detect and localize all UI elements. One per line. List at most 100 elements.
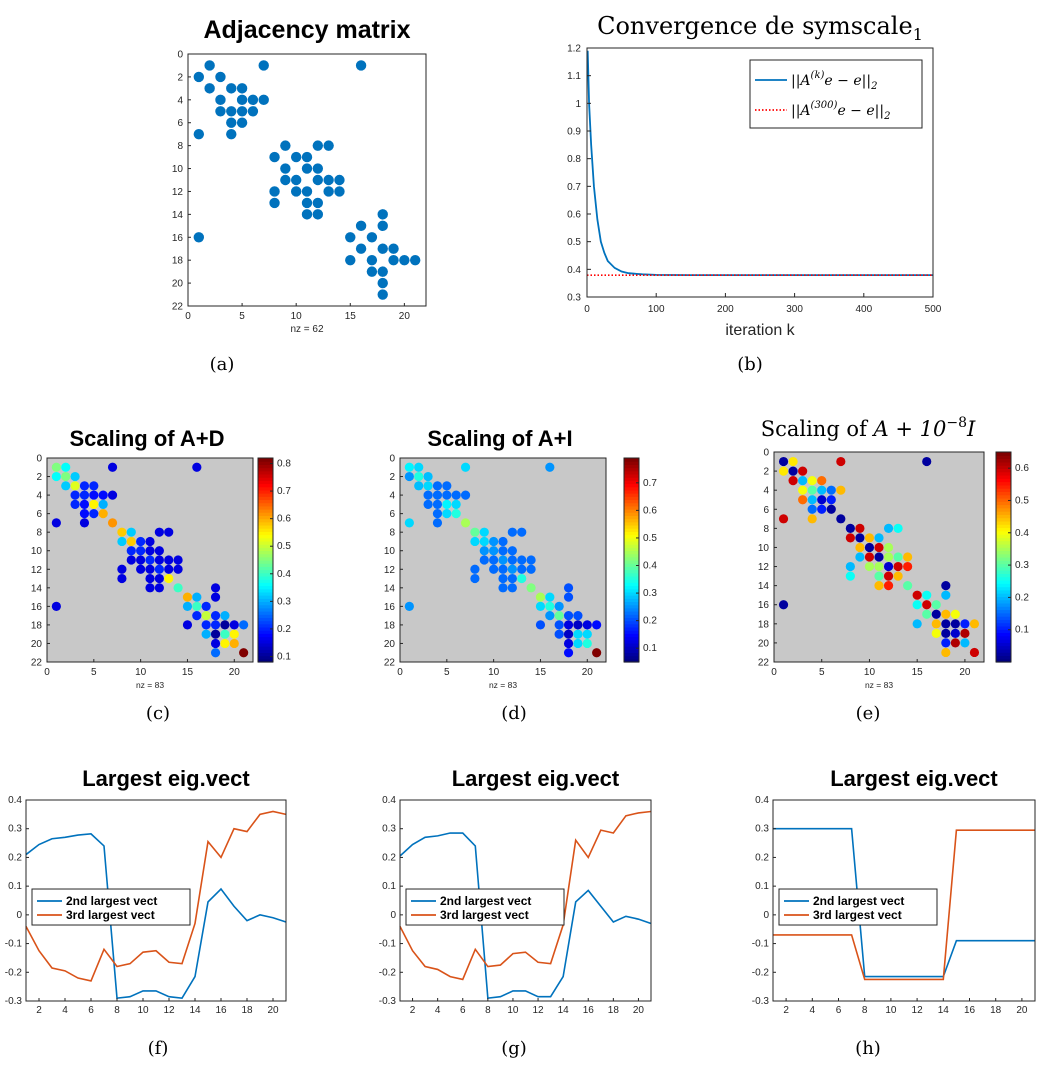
g-ytick-label-3: 0 [390, 910, 396, 921]
c-entry-60 [192, 592, 202, 602]
e-colorbar-step-15 [996, 609, 1011, 614]
d-entry-38 [498, 536, 508, 547]
c-entry-76 [210, 648, 221, 658]
d-title: Scaling of A+I [427, 426, 572, 451]
d-colorbar-step-41 [624, 528, 639, 532]
c-entry-33 [164, 527, 174, 537]
a-point-0 [193, 71, 205, 83]
h-xtick-label-2: 6 [836, 1005, 842, 1016]
f-title: Largest eig.vect [82, 766, 250, 791]
b-ytick-label-6: 0.9 [567, 127, 581, 138]
e-colorbar-step-1 [996, 655, 1011, 660]
c-colorbar-step-61 [258, 464, 273, 469]
e-ytick-label-4: 8 [763, 524, 769, 535]
a-ytick-label-7: 14 [172, 210, 184, 221]
a-point-49 [355, 243, 367, 254]
b-legend-sup-0: (k) [811, 70, 825, 81]
c-colorbar-step-16 [258, 607, 273, 612]
d-entry-30 [470, 564, 480, 574]
g-legend-label-0: 2nd largest vect [440, 894, 531, 908]
c-entry-44 [145, 555, 155, 565]
d-entry-36 [489, 536, 499, 547]
e-entry-71 [941, 619, 951, 629]
a-point-35 [301, 197, 313, 209]
c-colorbar-label-6: 0.7 [277, 486, 291, 497]
d-colorbar-label-2: 0.3 [643, 588, 657, 599]
e-entry-7 [788, 476, 798, 486]
e-entry-2 [788, 456, 798, 467]
d-colorbar-step-31 [624, 560, 639, 564]
a-point-52 [377, 243, 388, 254]
a-point-26 [323, 140, 334, 151]
c-colorbar-step-63 [258, 458, 273, 462]
d-ytick-label-2: 4 [389, 491, 395, 502]
e-title-math: A + 10 [872, 417, 947, 441]
e-entry-59 [912, 600, 922, 610]
c-entry-7 [61, 481, 71, 491]
a-point-42 [323, 186, 334, 197]
c-ytick-label-3: 6 [36, 509, 42, 520]
c-entry-29 [126, 527, 136, 537]
c-entry-82 [229, 638, 239, 649]
a-xlabel: nz = 62 [290, 324, 324, 335]
e-colorbar-step-35 [996, 543, 1011, 548]
e-entry-54 [883, 581, 894, 591]
a-point-31 [290, 174, 302, 186]
e-entry-10 [798, 485, 808, 495]
d-colorbar-step-47 [624, 509, 639, 513]
a-point-27 [280, 163, 291, 174]
f-ytick-label-6: 0.3 [8, 824, 22, 835]
caption-g: (g) [501, 1038, 527, 1059]
e-entry-18 [826, 485, 836, 495]
e-entry-58 [912, 590, 922, 600]
c-colorbar-label-2: 0.3 [277, 596, 291, 607]
f-ytick-label-0: -0.3 [5, 996, 23, 1007]
d-entry-16 [442, 490, 452, 500]
d-colorbar-step-58 [624, 473, 639, 478]
d-colorbar-frame [623, 457, 640, 663]
d-entry-3 [460, 462, 471, 472]
a-point-47 [345, 254, 356, 266]
e-colorbar-step-61 [996, 458, 1011, 463]
a-point-28 [290, 151, 302, 163]
e-entry-63 [922, 600, 932, 610]
a-point-60 [409, 254, 421, 266]
e-entry-30 [845, 561, 855, 572]
d-colorbar-step-3 [624, 649, 639, 654]
d-colorbar-step-1 [624, 655, 639, 660]
caption-h: (h) [855, 1038, 881, 1059]
b-ytick-label-2: 0.5 [567, 237, 581, 248]
b-legend-rest-0: e − e|| [824, 73, 871, 89]
c-entry-28 [117, 536, 127, 547]
e-ytick-label-8: 16 [758, 600, 770, 611]
d-entry-55 [526, 564, 536, 574]
b-xtick-label-0: 0 [584, 304, 590, 315]
d-entry-57 [526, 583, 536, 593]
d-xtick-label-4: 20 [582, 667, 594, 678]
a-point-48 [377, 220, 388, 232]
d-entry-60 [545, 592, 555, 602]
a-point-7 [215, 94, 226, 106]
c-entry-21 [89, 499, 99, 509]
d-colorbar-step-61 [624, 464, 639, 469]
e-ytick-label-2: 4 [763, 486, 769, 497]
a-plot-background [188, 54, 426, 306]
d-entry-59 [535, 601, 546, 611]
d-entry-71 [563, 620, 574, 630]
d-colorbar-step-11 [624, 623, 639, 628]
c-colorbar-step-50 [258, 499, 273, 504]
e-colorbar-step-36 [996, 540, 1011, 545]
c-colorbar-step-18 [258, 601, 273, 606]
e-colorbar-step-43 [996, 517, 1011, 522]
c-colorbar-step-5 [258, 642, 273, 647]
c-colorbar-step-56 [258, 480, 273, 485]
d-colorbar-step-49 [624, 502, 639, 507]
a-point-32 [301, 163, 313, 174]
e-colorbar-step-26 [996, 573, 1011, 578]
c-colorbar-step-10 [258, 626, 273, 631]
c-entry-30 [117, 564, 127, 574]
e-entry-73 [950, 619, 960, 629]
c-colorbar-step-34 [258, 550, 273, 555]
c-colorbar-step-40 [258, 531, 273, 536]
